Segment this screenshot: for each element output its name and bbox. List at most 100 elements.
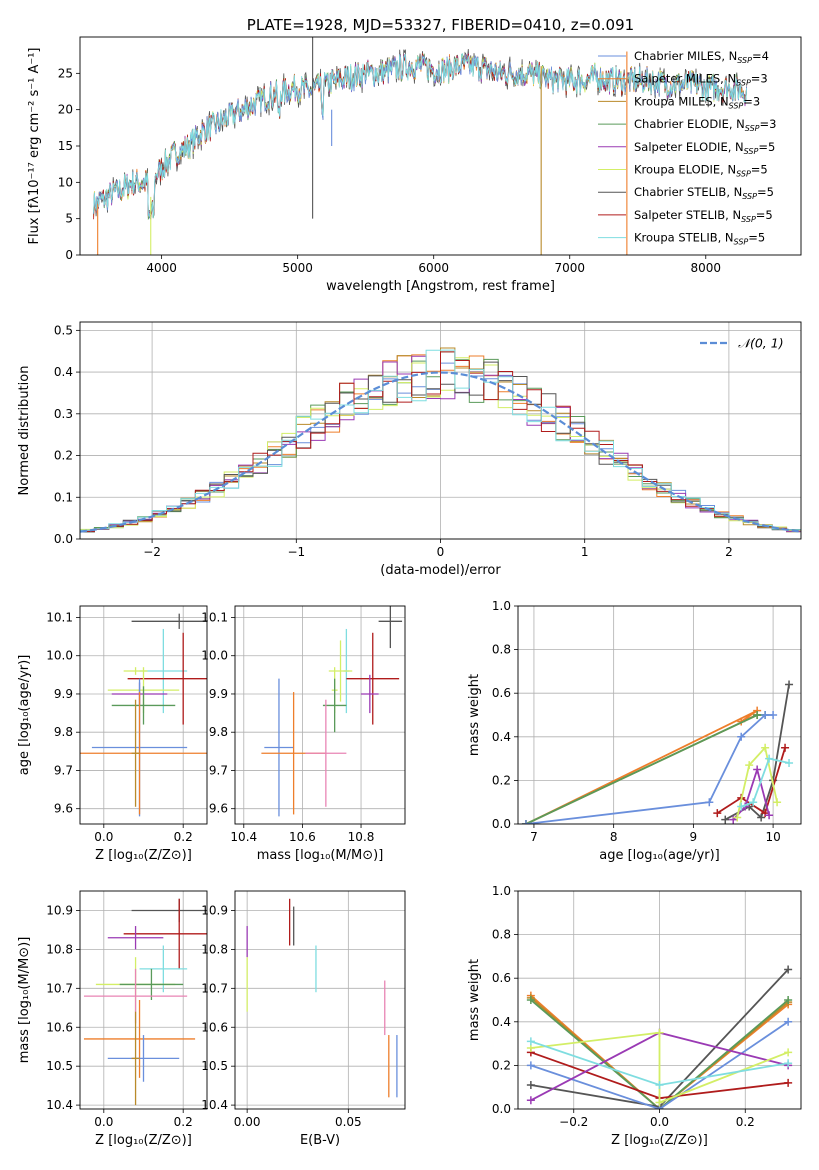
point-marker (737, 732, 746, 741)
axes-mass-weight-vs-z: −0.2 0.0 0.2 0.0 0.2 0.4 0.6 0.8 1.0 Z [log₁₀(Z/Z… (467, 884, 802, 1148)
y-tick-label: 0.0 (492, 1102, 511, 1116)
y-tick-label: 0 (65, 248, 73, 262)
chart-title: PLATE=1928, MJD=53327, FIBERID=0410, z=0… (247, 16, 634, 34)
point-marker (521, 820, 530, 824)
errorbar-point (131, 1011, 140, 1106)
y-tick-label: 10.9 (201, 903, 228, 917)
point-marker (526, 996, 535, 1004)
x-tick-label: 1 (581, 545, 589, 559)
axes-frame (517, 605, 802, 825)
point-marker (655, 1028, 664, 1037)
series-chabrier_elodie (525, 714, 766, 824)
y-tick-label: 9.7 (209, 763, 228, 777)
axes-mass-weight-vs-age: 7 8 9 10 0.0 0.2 0.4 0.6 0.8 1.0 age [log₁₀(age/yr… (467, 599, 802, 863)
y-tick-label: 25 (58, 66, 73, 80)
point-marker (713, 809, 722, 818)
y-tick-label: 1.0 (492, 599, 511, 613)
y-tick-label: 0.2 (492, 1058, 511, 1072)
errorbar-point (107, 1035, 180, 1082)
point-marker (784, 965, 793, 974)
y-axis-label: age [log₁₀(age/yr)] (17, 655, 32, 776)
point-marker (757, 813, 766, 822)
x-axis-label: wavelength [Angstrom, rest frame] (326, 279, 555, 294)
axes-frame (79, 321, 802, 540)
point-marker (781, 743, 790, 752)
x-tick-label: −1 (287, 545, 305, 559)
errorbar-point (322, 678, 347, 733)
point-marker (745, 761, 754, 770)
point-marker (765, 811, 774, 820)
y-tick-label: 10.4 (201, 1098, 228, 1112)
y-tick-label: 0.6 (492, 971, 511, 985)
axes-residuals: −2 −1 0 1 2 0.0 0.1 0.2 0.3 0.4 0.5 (data-model)/er… (17, 321, 802, 578)
y-tick-label: 10.0 (46, 649, 73, 663)
point-marker (655, 1081, 664, 1090)
y-tick-label: 0.0 (492, 817, 511, 831)
points (246, 898, 398, 1098)
x-tick-label: −2 (143, 545, 161, 559)
point-marker (773, 798, 782, 807)
point-marker (784, 1048, 793, 1057)
errorbar-point (139, 945, 188, 993)
y-tick-label: 0.3 (54, 407, 73, 421)
axes-frame (79, 36, 802, 256)
x-tick-label: 10.8 (348, 830, 375, 844)
points (80, 613, 207, 817)
y-tick-label: 0.2 (54, 449, 73, 463)
errorbar-point (127, 632, 207, 725)
x-tick-label: 9 (690, 830, 698, 844)
y-tick-label: 9.8 (209, 725, 228, 739)
points (261, 606, 403, 817)
y-axis-label: Flux [fλ10⁻¹⁷ erg cm⁻² s⁻¹ A⁻¹] (27, 48, 42, 245)
x-tick-label: 4000 (146, 261, 177, 275)
legend-entry-salpeter_stelib: Salpeter STELIB, NSSP=5 (634, 208, 773, 224)
legend: 𝒩(0, 1) (700, 336, 784, 351)
y-tick-label: 9.9 (54, 687, 73, 701)
series-kroupa_elodie (736, 745, 778, 818)
y-tick-label: 1.0 (492, 884, 511, 898)
point-marker (784, 1078, 793, 1087)
legend-entry-chabrier_stelib: Chabrier STELIB, NSSP=5 (634, 185, 774, 201)
y-tick-label: 0.4 (492, 730, 511, 744)
y-tick-label: 0.0 (54, 532, 73, 546)
x-axis-label: Z [log₁₀(Z/Z⊙)] (95, 848, 192, 863)
legend-entry-kroupa_miles: Kroupa MILES, NSSP=3 (634, 94, 760, 110)
normal-curve (80, 371, 801, 533)
y-tick-label: 0.4 (492, 1015, 511, 1029)
x-tick-label: 10.6 (289, 830, 316, 844)
x-axis-label: Z [log₁₀(Z/Z⊙)] (611, 1133, 708, 1148)
y-tick-label: 0.8 (492, 643, 511, 657)
x-tick-label: 0.00 (234, 1115, 261, 1129)
y-tick-label: 9.7 (54, 763, 73, 777)
points (83, 898, 207, 1106)
y-tick-label: 0.8 (492, 928, 511, 942)
point-marker (769, 711, 778, 719)
y-tick-label: 10.5 (201, 1059, 228, 1073)
x-tick-label: 10.4 (230, 830, 257, 844)
x-tick-label: 10 (765, 830, 780, 844)
x-tick-label: 0.2 (736, 1115, 755, 1129)
point-marker (749, 798, 758, 807)
y-axis-label: mass weight (467, 959, 482, 1041)
y-tick-label: 0.6 (492, 686, 511, 700)
y-tick-label: 10 (58, 175, 73, 189)
histogram-salpeter_stelib (80, 351, 801, 539)
x-axis-label: (data-model)/error (380, 563, 501, 578)
point-marker (784, 1017, 793, 1026)
y-tick-label: 0.1 (54, 490, 73, 504)
spectrum-lines (93, 37, 747, 255)
x-axis-label: E(B-V) (300, 1133, 340, 1148)
x-tick-label: 0.05 (335, 1115, 362, 1129)
point-marker (655, 1098, 664, 1107)
y-tick-label: 9.8 (54, 725, 73, 739)
x-tick-label: 8 (610, 830, 618, 844)
axes-frame (517, 890, 802, 1110)
x-tick-label: 0.0 (94, 1115, 113, 1129)
y-tick-label: 9.6 (54, 802, 73, 816)
y-tick-label: 0.4 (54, 365, 73, 379)
y-tick-label: 5 (65, 212, 73, 226)
series-chabrier_elodie (530, 999, 789, 1109)
y-tick-label: 10.8 (201, 942, 228, 956)
errorbar-point (378, 606, 403, 649)
errorbar-point (111, 686, 176, 725)
